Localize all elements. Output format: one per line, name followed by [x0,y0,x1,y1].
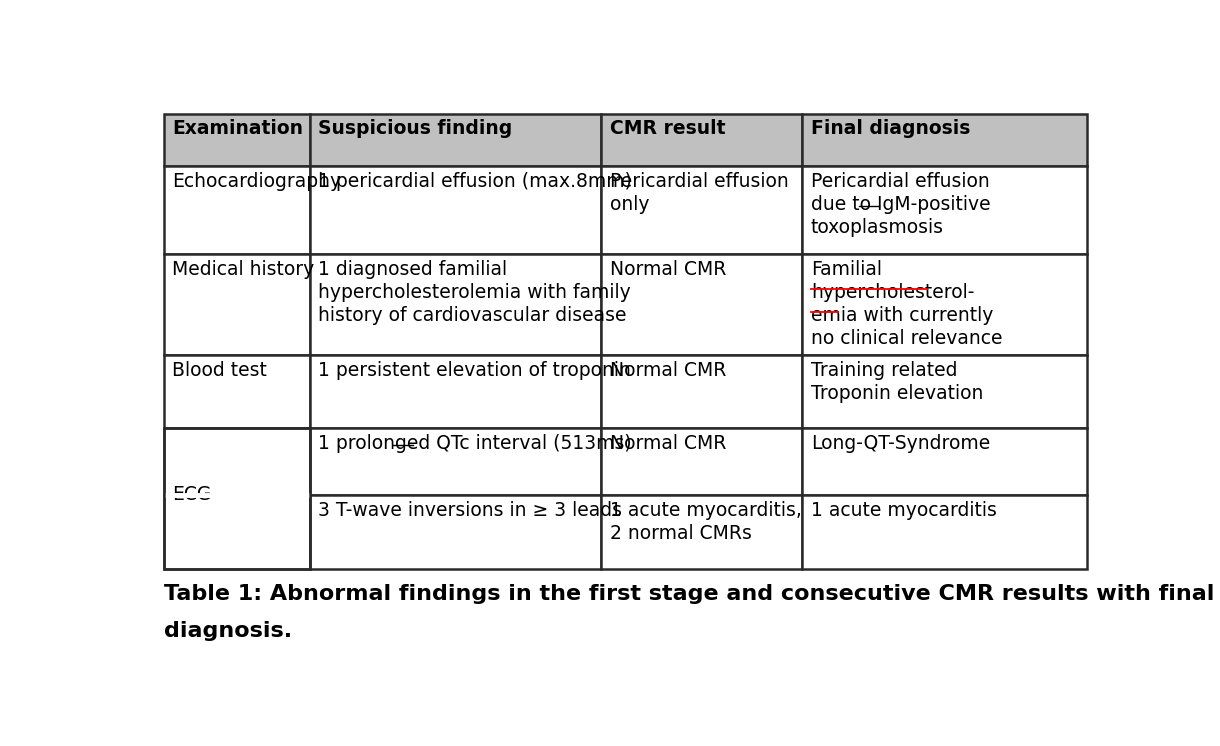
Text: Pericardial effusion: Pericardial effusion [610,172,788,191]
Bar [803,355,1087,428]
Bar [310,428,601,495]
Bar [803,113,1087,166]
Text: Suspicious finding: Suspicious finding [318,119,512,139]
Text: 1 acute myocarditis,: 1 acute myocarditis, [610,501,802,520]
Text: 1 diagnosed familial: 1 diagnosed familial [318,260,508,279]
Bar [601,113,803,166]
Text: Familial: Familial [811,260,882,279]
Text: ECG: ECG [172,485,212,504]
Bar [601,495,803,569]
Text: Normal CMR: Normal CMR [610,434,726,453]
Text: Training related: Training related [811,361,958,380]
Text: 3 T-wave inversions in ≥ 3 leads: 3 T-wave inversions in ≥ 3 leads [318,501,622,520]
Text: Blood test: Blood test [172,361,267,380]
Text: no clinical relevance: no clinical relevance [811,329,1003,348]
Bar [803,495,1087,569]
Bar [163,355,310,428]
Bar [803,166,1087,254]
Text: history of cardiovascular disease: history of cardiovascular disease [318,306,627,325]
Text: 2 normal CMRs: 2 normal CMRs [610,524,752,543]
Text: 1 persistent elevation of troponin: 1 persistent elevation of troponin [318,361,631,380]
Text: Normal CMR: Normal CMR [610,361,726,380]
Text: 1 acute myocarditis: 1 acute myocarditis [811,501,997,520]
Text: hypercholesterol-: hypercholesterol- [811,283,975,302]
Text: hypercholesterolemia with family: hypercholesterolemia with family [318,283,631,302]
Text: Troponin elevation: Troponin elevation [811,384,983,403]
Bar [163,428,310,569]
Text: toxoplasmosis: toxoplasmosis [811,218,944,236]
Bar [803,428,1087,495]
Bar [163,113,310,166]
Bar [601,428,803,495]
Bar [601,355,803,428]
Bar [310,254,601,355]
Text: Echocardiography: Echocardiography [172,172,342,191]
Text: only: only [610,195,649,213]
Text: Final diagnosis: Final diagnosis [811,119,970,139]
Bar [310,495,601,569]
Bar [310,355,601,428]
Text: Pericardial effusion: Pericardial effusion [811,172,989,191]
Bar [163,495,310,569]
Bar [163,254,310,355]
Text: CMR result: CMR result [610,119,725,139]
Text: emia with currently: emia with currently [811,306,993,325]
Text: Examination: Examination [172,119,304,139]
Bar [601,254,803,355]
Text: diagnosis.: diagnosis. [163,621,292,641]
Text: Medical history: Medical history [172,260,315,279]
Text: Normal CMR: Normal CMR [610,260,726,279]
Bar [310,166,601,254]
Bar [163,166,310,254]
Bar [163,428,310,495]
Text: 1 pericardial effusion (max.8mm): 1 pericardial effusion (max.8mm) [318,172,632,191]
Bar [601,166,803,254]
Bar [803,254,1087,355]
Text: due to IgM-positive: due to IgM-positive [811,195,991,213]
Bar [310,113,601,166]
Text: 1 prolonged QTc interval (513ms): 1 prolonged QTc interval (513ms) [318,434,632,453]
Text: Long-QT-Syndrome: Long-QT-Syndrome [811,434,991,453]
Text: Table 1: Abnormal findings in the first stage and consecutive CMR results with f: Table 1: Abnormal findings in the first … [163,583,1214,604]
